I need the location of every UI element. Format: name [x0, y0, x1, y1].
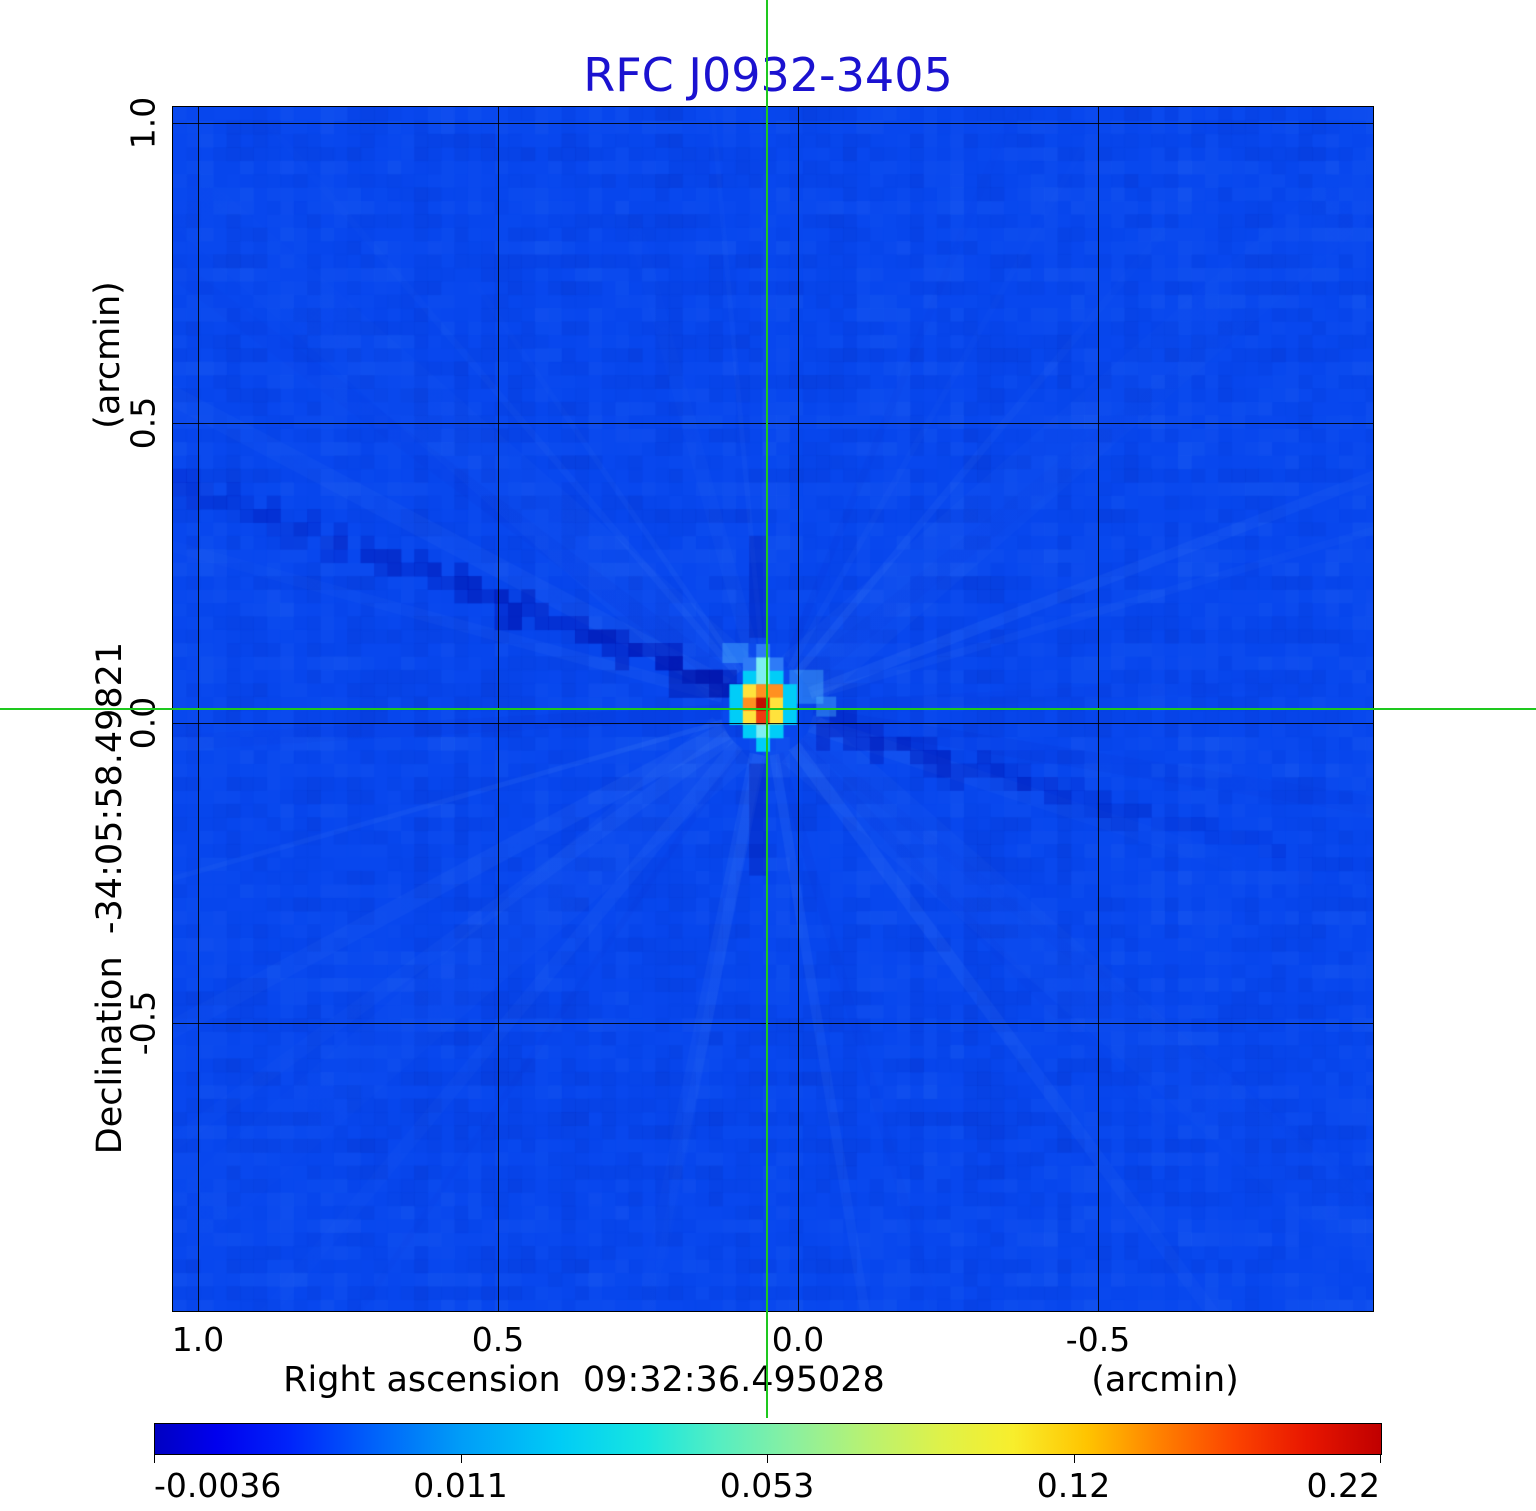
colorbar-tick-label: 0.053 — [719, 1466, 815, 1505]
y-gridline — [173, 1023, 1373, 1024]
x-tick-label: -0.5 — [1065, 1320, 1131, 1359]
y-gridline — [173, 423, 1373, 424]
colorbar-tick — [1073, 1454, 1075, 1463]
colorbar-tick-label: 0.22 — [1306, 1466, 1380, 1505]
x-tick-label: 0.5 — [471, 1320, 525, 1359]
y-tick-label: 1.0 — [123, 96, 163, 150]
crosshair-horizontal-line — [0, 708, 1536, 711]
x-axis-unit-label: (arcmin) — [1091, 1360, 1239, 1400]
colorbar-tick — [460, 1454, 462, 1463]
colorbar — [154, 1423, 1382, 1455]
colorbar-tick — [767, 1454, 768, 1463]
y-gridline — [173, 123, 1373, 124]
colorbar-tick-label: -0.0036 — [154, 1466, 282, 1505]
y-tick-label: 0.5 — [123, 396, 163, 450]
x-axis-label: Right ascension 09:32:36.495028 — [283, 1360, 885, 1400]
y-axis-unit-label: (arcmin) — [88, 281, 128, 429]
colorbar-tick — [154, 1454, 155, 1463]
plot-title: RFC J0932-3405 — [583, 48, 953, 102]
y-tick-label: 0.0 — [123, 696, 163, 750]
colorbar-tick-label: 0.12 — [1036, 1466, 1111, 1505]
y-gridline — [173, 723, 1373, 724]
x-tick-label: 0.0 — [771, 1320, 825, 1359]
x-tick-label: 1.0 — [171, 1320, 225, 1359]
y-tick-label: -0.5 — [123, 990, 163, 1056]
colorbar-tick-label: 0.011 — [413, 1466, 508, 1505]
colorbar-tick — [1380, 1454, 1381, 1463]
